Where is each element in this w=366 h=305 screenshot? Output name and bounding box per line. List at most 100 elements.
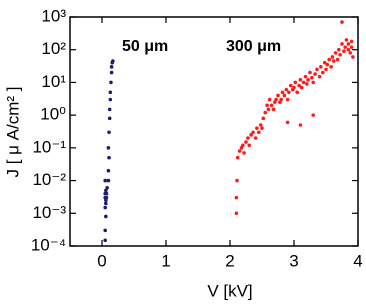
y-axis-label: J [ μ A/cm² ]: [3, 86, 22, 177]
data-point: [266, 107, 271, 112]
data-point: [106, 146, 111, 150]
data-point: [301, 80, 306, 85]
data-point: [109, 80, 113, 85]
y-tick-label: 10⁰: [40, 105, 66, 124]
x-tick-label: 3: [289, 251, 298, 270]
data-point: [349, 39, 354, 44]
data-point: [327, 57, 332, 62]
data-point: [289, 83, 293, 88]
data-point: [271, 107, 276, 112]
data-point: [342, 49, 346, 54]
data-point: [285, 120, 290, 125]
data-point: [311, 80, 316, 85]
data-point: [234, 211, 239, 216]
data-point: [317, 74, 322, 79]
x-axis-label: V [kV]: [207, 281, 252, 300]
y-tick-label: 10⁻²: [32, 170, 66, 189]
data-point: [325, 62, 330, 67]
data-point: [235, 178, 239, 183]
data-point: [298, 78, 303, 82]
data-point: [329, 65, 333, 69]
data-point: [308, 70, 312, 75]
data-point: [310, 75, 314, 80]
data-point: [313, 72, 317, 76]
data-point: [284, 87, 289, 92]
data-point: [280, 90, 285, 95]
data-point: [344, 38, 349, 42]
data-point: [235, 155, 240, 160]
data-point: [108, 90, 113, 95]
data-point: [241, 143, 245, 148]
y-tick-label: 10⁻³: [32, 203, 66, 222]
data-point: [249, 133, 253, 137]
data-point: [263, 110, 268, 115]
data-point: [237, 149, 242, 153]
data-point: [330, 55, 335, 59]
y-tick-label: 10³: [41, 6, 66, 25]
data-point: [258, 123, 263, 127]
data-point: [267, 97, 272, 102]
data-point: [331, 59, 336, 63]
data-point: [107, 130, 111, 135]
data-point: [343, 45, 348, 49]
data-point: [311, 113, 316, 117]
annotation: 300 μm: [226, 38, 281, 55]
data-point: [106, 168, 111, 173]
data-point: [322, 60, 327, 65]
data-point: [299, 85, 304, 90]
data-point: [103, 191, 107, 196]
data-point: [234, 195, 239, 200]
data-point: [292, 85, 296, 90]
data-point: [103, 178, 107, 183]
data-point: [255, 126, 259, 130]
plot-frame: [69, 16, 359, 247]
data-point: [261, 116, 266, 121]
data-point: [351, 55, 355, 59]
data-point: [298, 123, 303, 127]
data-point: [269, 103, 274, 108]
data-point: [265, 103, 269, 108]
data-point: [109, 70, 114, 75]
data-point: [293, 80, 298, 85]
x-tick-label: 4: [353, 251, 362, 270]
data-point: [349, 45, 354, 49]
y-tick-label: 10¹: [41, 72, 66, 91]
data-point: [340, 42, 344, 46]
data-point: [260, 126, 264, 130]
x-tick-label: 2: [225, 251, 234, 270]
data-point: [295, 90, 300, 95]
data-point: [251, 130, 255, 135]
data-point: [297, 83, 301, 88]
data-point: [346, 42, 351, 46]
y-tick-label: 10²: [41, 39, 66, 58]
data-point: [109, 65, 114, 69]
data-point: [108, 97, 113, 102]
data-point: [338, 52, 342, 57]
data-point: [106, 178, 111, 183]
data-point: [319, 65, 323, 69]
data-point: [348, 51, 353, 55]
data-point: [244, 140, 248, 144]
data-point: [324, 67, 328, 72]
x-tick-label: 1: [161, 251, 170, 270]
data-point: [337, 47, 341, 52]
data-point: [276, 93, 280, 98]
y-tick-label: 10⁻¹: [32, 137, 66, 156]
data-point: [257, 130, 261, 135]
data-point: [107, 107, 112, 112]
data-point: [335, 57, 340, 62]
data-point: [285, 97, 290, 102]
data-point: [279, 97, 284, 102]
data-point: [111, 59, 115, 63]
data-point: [242, 151, 246, 155]
data-point: [104, 198, 108, 203]
data-point: [103, 228, 107, 233]
data-point: [107, 155, 111, 160]
data-point: [282, 93, 287, 98]
data-point: [287, 90, 291, 95]
data-point: [306, 78, 310, 82]
data-point: [305, 82, 309, 86]
data-point: [333, 51, 338, 55]
